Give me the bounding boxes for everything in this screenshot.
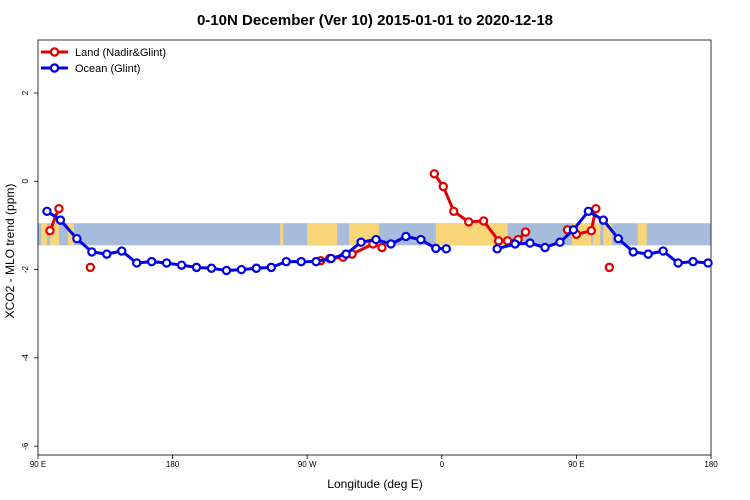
y-tick-label: -6 <box>21 442 30 450</box>
data-point <box>161 258 172 268</box>
x-tick-label: 0 <box>440 460 445 469</box>
data-point <box>493 236 504 246</box>
data-point <box>613 233 623 244</box>
legend-label: Ocean (Glint) <box>75 63 140 75</box>
data-point <box>117 246 127 256</box>
axes: 90 E 180 90 W 0 90 E 180 2 0 -2 -4 -6 <box>21 90 718 469</box>
data-point <box>146 256 157 267</box>
data-point <box>464 217 474 227</box>
data-point <box>55 215 66 225</box>
data-point <box>540 242 550 253</box>
data-point <box>45 226 55 236</box>
data-point <box>643 249 653 259</box>
data-point <box>221 265 232 276</box>
data-point <box>377 242 387 253</box>
data-point <box>386 239 396 249</box>
y-axis-title: XCO2 - MLO trend (ppm) <box>3 184 17 319</box>
x-tick-label: 90 W <box>298 460 317 469</box>
land-patch <box>40 223 47 246</box>
data-point <box>502 236 513 246</box>
land-patch <box>67 223 74 246</box>
y-tick-label: 0 <box>21 179 30 184</box>
series-layer <box>42 169 713 276</box>
data-point <box>87 247 97 257</box>
data-point <box>206 263 217 273</box>
data-point <box>555 237 565 247</box>
data-point <box>510 239 520 249</box>
data-point <box>591 203 601 214</box>
x-tick-label: 180 <box>166 460 180 469</box>
data-point <box>688 256 698 267</box>
data-point <box>568 225 579 235</box>
data-point <box>42 206 52 216</box>
series-line <box>46 210 447 272</box>
series-ocean <box>42 206 713 276</box>
y-tick-label: -2 <box>21 265 30 273</box>
data-point <box>132 258 142 268</box>
data-point <box>311 256 321 267</box>
data-point <box>598 215 609 225</box>
data-point <box>449 206 459 216</box>
y-tick-label: -4 <box>21 354 30 362</box>
land-patch <box>592 223 601 246</box>
data-point <box>673 258 683 268</box>
data-point <box>326 253 336 264</box>
y-tick-label: 2 <box>21 90 30 95</box>
data-point <box>296 256 306 267</box>
data-point <box>356 237 366 247</box>
data-point <box>438 181 448 192</box>
data-point <box>703 258 713 268</box>
x-tick-label: 180 <box>704 460 718 469</box>
data-point <box>478 216 489 226</box>
x-tick-label: 90 E <box>30 460 46 469</box>
data-point <box>266 262 277 273</box>
land-patch <box>49 223 59 246</box>
data-point <box>72 233 82 244</box>
data-point <box>416 234 426 245</box>
data-point <box>525 238 535 248</box>
land-patch <box>603 223 613 246</box>
x-tick-label: 90 E <box>568 460 584 469</box>
data-point <box>586 226 597 236</box>
data-point <box>251 263 262 273</box>
data-point <box>520 227 531 237</box>
data-point <box>583 206 594 216</box>
data-point <box>441 244 451 254</box>
x-axis-title: Longitude (deg E) <box>327 477 422 491</box>
data-point <box>429 169 440 179</box>
data-point <box>54 203 64 214</box>
data-point <box>236 264 247 275</box>
data-point <box>191 262 202 273</box>
legend-swatch-marker <box>49 63 60 73</box>
data-point <box>628 247 638 257</box>
plot-frame <box>37 39 712 456</box>
data-point <box>341 249 351 259</box>
data-point <box>281 256 291 267</box>
data-point <box>492 244 502 254</box>
data-point <box>85 262 96 273</box>
data-point <box>102 249 112 259</box>
data-point <box>371 234 381 245</box>
background-band <box>38 223 711 246</box>
legend: Land (Nadir&Glint) Ocean (Glint) <box>41 47 166 75</box>
legend-swatch-marker <box>49 47 60 57</box>
land-patch <box>307 223 338 246</box>
land-patch <box>637 223 647 246</box>
data-point <box>401 231 411 242</box>
data-point <box>431 243 441 254</box>
legend-label: Land (Nadir&Glint) <box>75 47 166 59</box>
land-patch <box>280 223 284 246</box>
data-point <box>658 246 668 256</box>
data-point <box>176 260 187 270</box>
data-point <box>604 262 615 273</box>
chart-title: 0-10N December (Ver 10) 2015-01-01 to 20… <box>197 12 553 29</box>
